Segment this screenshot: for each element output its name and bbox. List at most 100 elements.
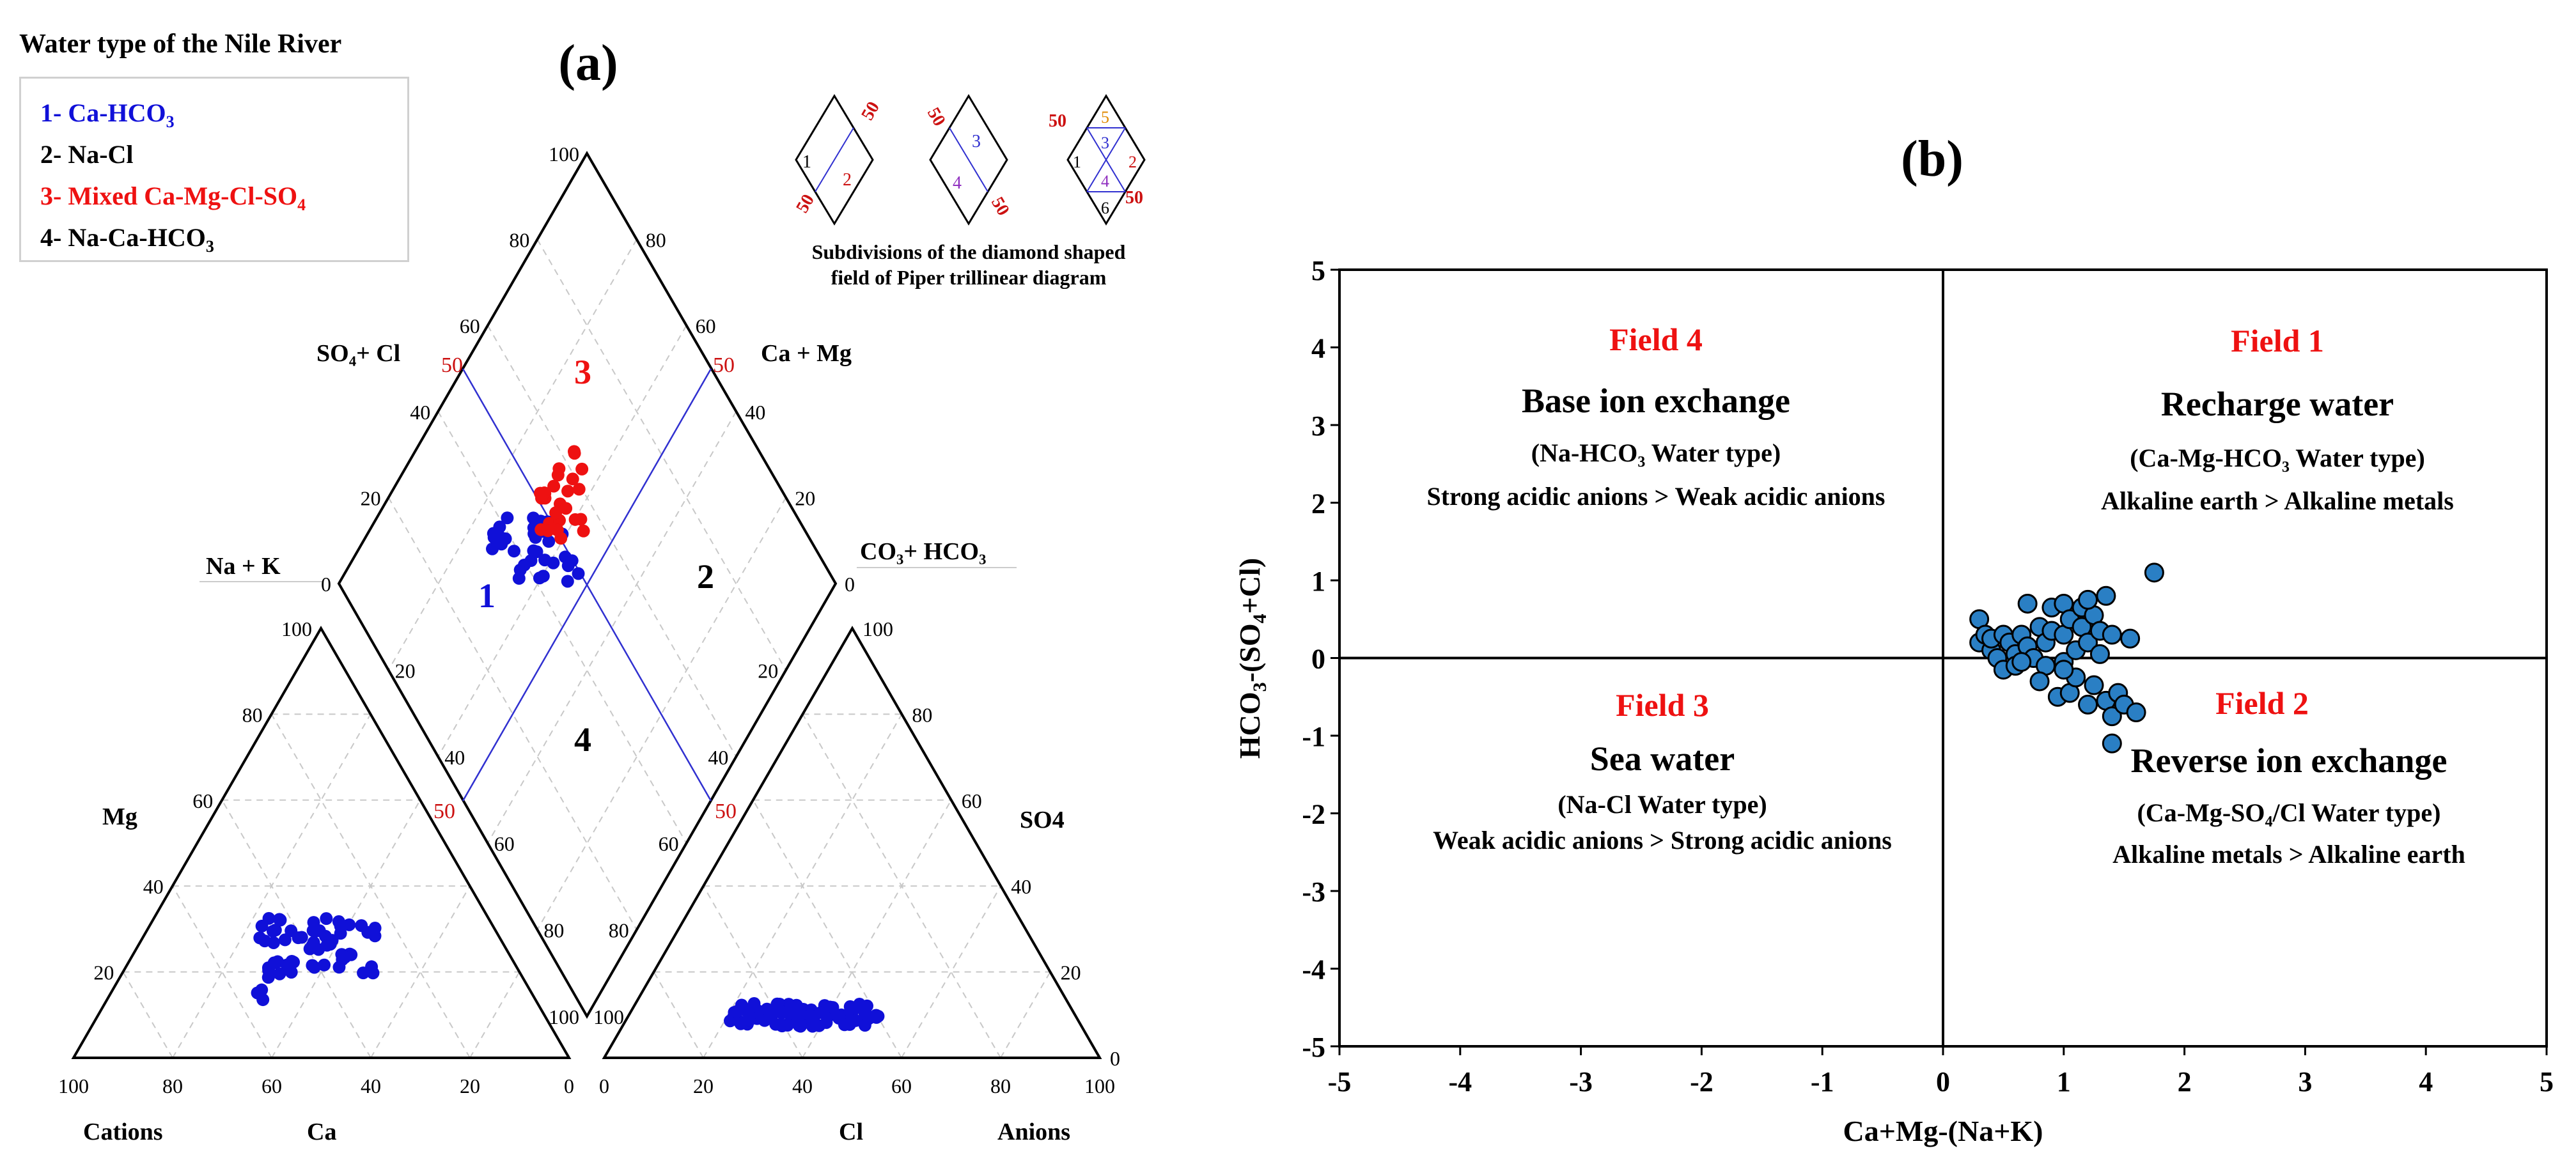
anion-point — [826, 1001, 839, 1014]
tick-label: 100 — [1084, 1074, 1115, 1097]
subdivision-mini-1: 1 2 50 50 — [792, 94, 884, 226]
tick-label: 100 — [863, 617, 893, 640]
tick-label: 100 — [281, 617, 312, 640]
tick-label: 100 — [593, 1005, 624, 1028]
field2-name: Field 2 — [2215, 685, 2309, 721]
tick-label: 40 — [1011, 875, 1031, 898]
y-tick-label: 1 — [1311, 566, 1325, 597]
tick-label: 40 — [708, 746, 728, 769]
zone3-point — [550, 523, 564, 537]
tick-label: 40 — [143, 875, 164, 898]
cation-point — [355, 919, 368, 933]
zone3-point — [547, 479, 561, 493]
panel-b-label: (b) — [1901, 131, 1963, 187]
y-tick-label: 4 — [1311, 333, 1325, 364]
grid-line — [270, 713, 471, 1058]
zone1-point — [495, 538, 508, 551]
cation-point — [365, 960, 379, 973]
tick-label: 80 — [509, 229, 529, 252]
data-point — [2078, 589, 2098, 610]
subdivision-mini-3: 5 1 3 2 4 6 50 50 — [1049, 94, 1146, 226]
cation-point — [332, 961, 346, 974]
panel-a-label: (a) — [558, 35, 618, 91]
tick-label: 20 — [1061, 961, 1081, 984]
mini3-num-3: 3 — [1101, 134, 1109, 152]
field3-desc: Weak acidic anions > Strong acidic anion… — [1433, 826, 1892, 855]
anion-point — [838, 1018, 851, 1032]
mini1-fifty-1: 50 — [857, 98, 884, 124]
zone-label-4: 4 — [574, 720, 591, 759]
zone3-point — [568, 447, 581, 460]
tick-label: 0 — [564, 1074, 574, 1097]
zone-label-3: 3 — [574, 353, 591, 391]
subdivision-caption-2: field of Piper trillinear diagram — [831, 266, 1107, 289]
tick-label: 60 — [192, 789, 213, 812]
cation-point — [269, 924, 282, 937]
grid-line — [437, 325, 687, 757]
piper-diagram: (a) 50 50 50 50 1 2 3 4 SO₄+ Cl Ca + Mg … — [58, 35, 1146, 1145]
grid-line — [437, 411, 687, 844]
cation-point — [307, 936, 320, 949]
tick-label: 80 — [242, 703, 263, 726]
scatter-chart: (b) -5 -4 -3 -2 -1 0 1 2 3 4 5 5 4 3 2 1 0 -1 -2 -3 -4 -5 Ca… — [1233, 131, 2554, 1147]
data-point — [2102, 624, 2122, 645]
data-point — [2078, 632, 2098, 653]
zone1-point — [572, 567, 585, 580]
zone1-point — [542, 535, 556, 548]
cation-point — [334, 927, 347, 940]
tick-label: 80 — [543, 919, 564, 942]
tick-label: 20 — [395, 659, 416, 682]
grid-line — [370, 885, 471, 1058]
zone3-point — [538, 486, 551, 500]
zone3-point — [566, 472, 579, 486]
fifty-label-top-right: 50 — [713, 353, 735, 377]
tick-label: 40 — [410, 401, 430, 424]
label-anions: Anions — [997, 1119, 1070, 1145]
tick-label: 100 — [549, 1005, 579, 1028]
zone1-point — [547, 556, 560, 569]
grid-line — [487, 325, 737, 757]
right-triangle — [602, 625, 1102, 1059]
fifty-label-bottom-left: 50 — [433, 800, 455, 823]
zone3-point — [575, 462, 589, 476]
cation-point — [338, 950, 352, 964]
data-point — [2078, 694, 2098, 715]
field2-desc: Alkaline metals > Alkaline earth — [2112, 840, 2465, 869]
anion-point — [790, 999, 803, 1012]
x-tick-label: 5 — [2540, 1066, 2554, 1097]
zone3-point — [561, 484, 575, 498]
x-tick-label: -5 — [1328, 1066, 1352, 1097]
label-mg: Mg — [102, 803, 137, 830]
mini3-num-4: 4 — [1101, 172, 1109, 190]
y-tick-label: -5 — [1302, 1032, 1325, 1063]
data-point — [2126, 702, 2146, 723]
y-axis-label: HCO3-(SO4+Cl) — [1233, 558, 1270, 759]
mini2-fifty-2: 50 — [987, 194, 1013, 219]
label-co3-hco3: CO₃+ HCO₃ — [860, 538, 987, 565]
y-tick-label: 5 — [1311, 255, 1325, 286]
grid-line — [469, 972, 520, 1058]
cation-point — [262, 911, 276, 925]
tick-label: 60 — [460, 314, 480, 337]
tick-label: 80 — [646, 229, 666, 252]
tick-label: 60 — [696, 314, 716, 337]
anion-point — [730, 1005, 744, 1018]
mini3-num-5: 5 — [1101, 108, 1109, 127]
cation-point — [255, 983, 269, 996]
x-tick-label: 0 — [1936, 1066, 1950, 1097]
grid-line — [703, 885, 803, 1058]
label-cations: Cations — [83, 1119, 163, 1145]
zone1-point — [507, 545, 520, 558]
zone3-point — [574, 513, 588, 526]
legend-item-ca-hco3: 1- Ca-HCO3 — [40, 98, 175, 131]
mini3-num-6: 6 — [1101, 199, 1109, 217]
tick-label: 20 — [758, 659, 778, 682]
fifty-label-bottom-right: 50 — [715, 800, 737, 823]
anion-point — [870, 1011, 883, 1024]
zone-label-2: 2 — [697, 557, 714, 596]
zone1-point — [533, 571, 546, 585]
anion-point — [816, 1005, 829, 1019]
mini3-fifty-2: 50 — [1125, 188, 1143, 208]
label-so4-cl: SO₄+ Cl — [316, 340, 400, 367]
tick-label: 80 — [912, 703, 932, 726]
